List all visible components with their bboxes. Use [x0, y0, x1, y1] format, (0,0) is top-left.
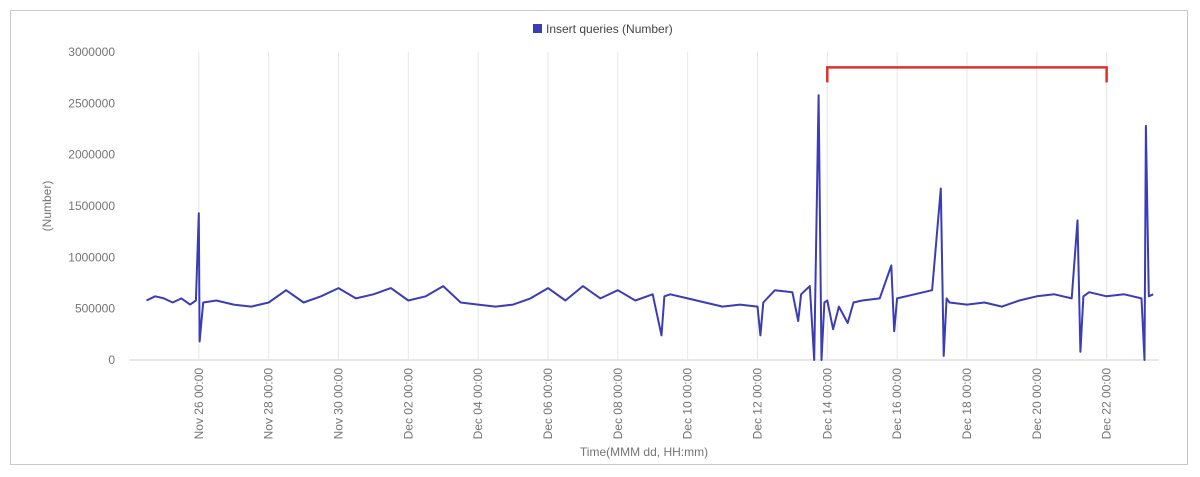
- x-tick-label: Dec 18 00:00: [960, 368, 974, 440]
- chart-panel: 0 500000 1000000 1500000 2000000 2500000 30000…: [10, 10, 1188, 465]
- legend[interactable]: Insert queries (Number): [533, 22, 673, 36]
- y-axis: 0 500000 1000000 1500000 2000000 2500000 30000…: [68, 45, 115, 367]
- x-tick-label: Dec 06 00:00: [541, 368, 555, 440]
- gridlines: [129, 52, 1159, 361]
- y-tick-label: 1500000: [68, 199, 115, 213]
- line-chart: 0 500000 1000000 1500000 2000000 2500000 30000…: [40, 22, 1159, 459]
- series-layer: [146, 94, 1154, 361]
- x-tick-label: Dec 04 00:00: [471, 368, 485, 440]
- x-tick-label: Dec 10 00:00: [681, 368, 695, 440]
- y-tick-label: 2500000: [68, 96, 115, 110]
- x-tick-label: Dec 12 00:00: [750, 368, 764, 440]
- x-axis: Nov 26 00:00 Nov 28 00:00 Nov 30 00:00 Dec …: [192, 368, 1114, 440]
- x-tick-label: Dec 22 00:00: [1100, 368, 1114, 440]
- legend-swatch: [533, 24, 542, 33]
- x-tick-label: Dec 14 00:00: [820, 368, 834, 440]
- annotation-bracket: [826, 66, 1108, 83]
- x-tick-label: Nov 28 00:00: [262, 368, 276, 440]
- series-line-insert-queries: [146, 94, 1154, 361]
- x-tick-label: Nov 30 00:00: [331, 368, 345, 440]
- y-tick-label: 2000000: [68, 148, 115, 162]
- legend-label: Insert queries (Number): [546, 22, 673, 36]
- y-tick-label: 3000000: [68, 45, 115, 59]
- x-tick-label: Dec 16 00:00: [890, 368, 904, 440]
- y-tick-label: 500000: [75, 302, 115, 316]
- x-tick-label: Dec 02 00:00: [401, 368, 415, 440]
- annotation-layer: [826, 66, 1108, 83]
- x-tick-label: Dec 20 00:00: [1030, 368, 1044, 440]
- x-axis-title: Time(MMM dd, HH:mm): [580, 445, 708, 459]
- x-tick-label: Dec 08 00:00: [611, 368, 625, 440]
- y-tick-label: 0: [108, 353, 115, 367]
- y-tick-label: 1000000: [68, 250, 115, 264]
- x-tick-label: Nov 26 00:00: [192, 368, 206, 440]
- y-axis-title: (Number): [40, 181, 54, 232]
